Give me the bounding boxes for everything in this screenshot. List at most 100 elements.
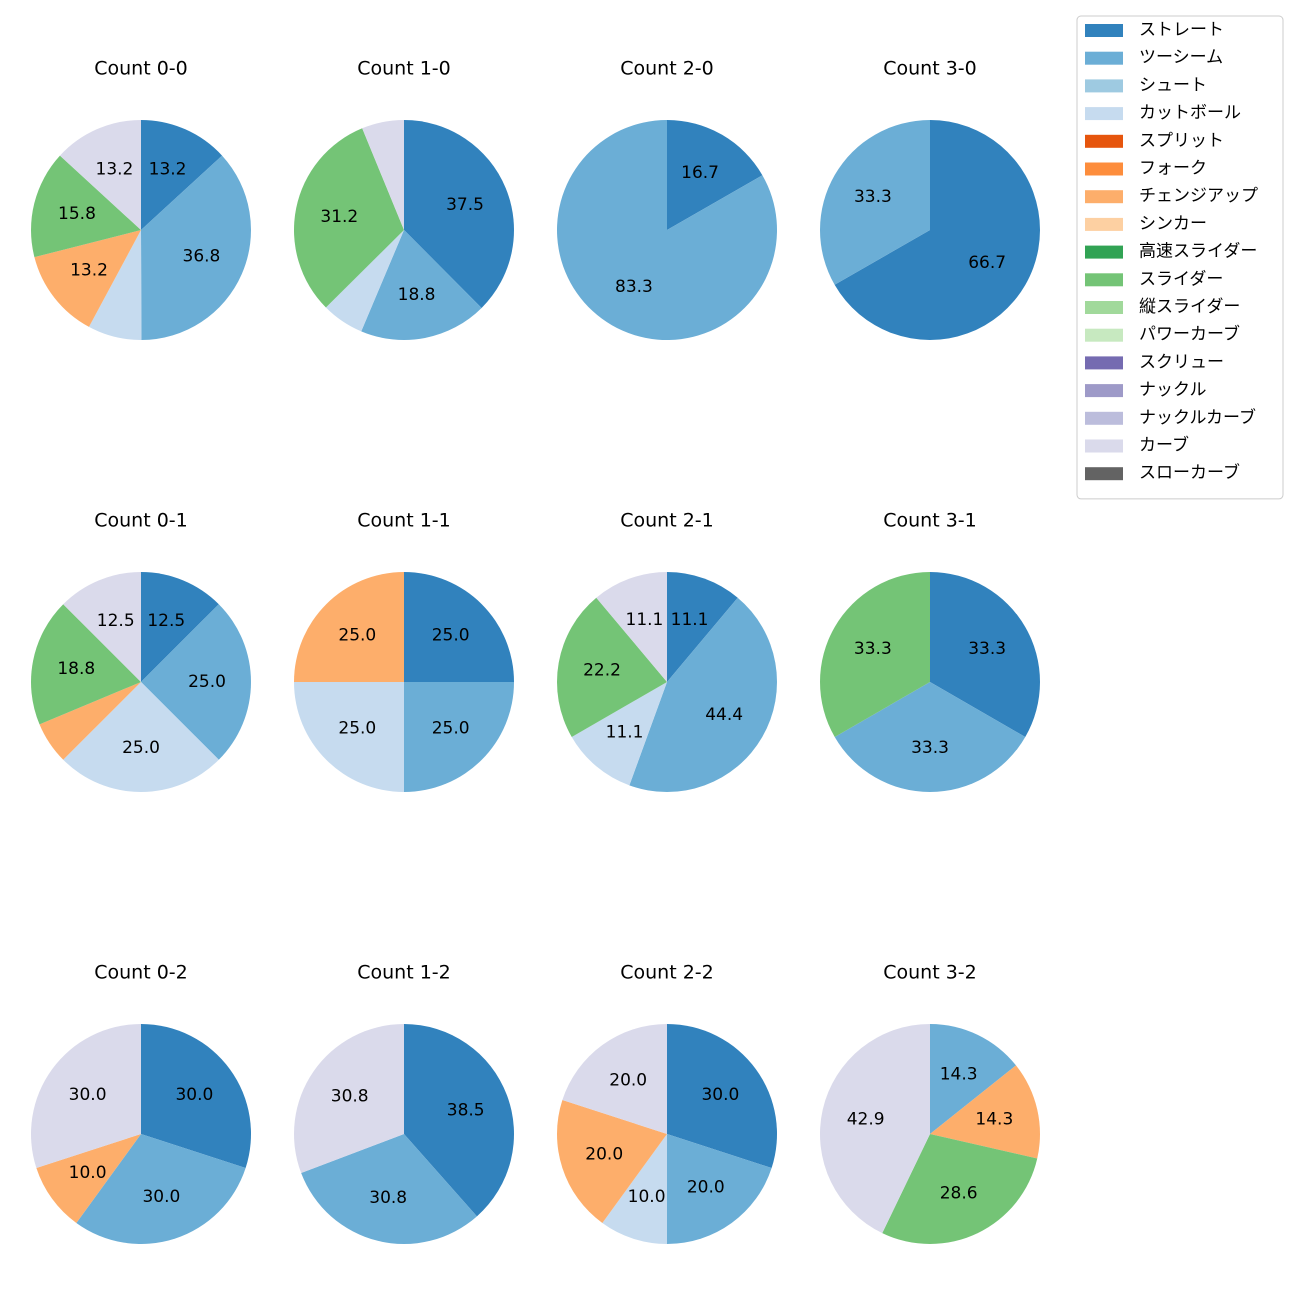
pie-count-2-0: Count 2-0 16.7 83.3 <box>557 58 778 340</box>
pie-slice <box>930 572 1040 737</box>
legend-item: スプリット <box>1085 131 1224 151</box>
legend-item: スライダー <box>1085 269 1223 289</box>
slice-label: 37.5 <box>446 195 484 215</box>
pie-slice <box>325 230 404 332</box>
slice-label: 25.0 <box>122 738 160 758</box>
pie-slice <box>141 1024 252 1168</box>
legend-label: ナックルカーブ <box>1139 407 1256 428</box>
pie-count-1-0: Count 1-0 37.5 18.8 31.2 <box>293 58 514 340</box>
pie-slice <box>882 1134 1038 1245</box>
slice-label: 38.5 <box>447 1101 485 1121</box>
pie-count-2-1: Count 2-1 11.1 44.4 11.1 22.2 11.1 <box>557 510 778 793</box>
legend-label: カーブ <box>1139 435 1189 456</box>
legend-label: スクリュー <box>1139 352 1224 372</box>
legend-swatch <box>1085 245 1123 259</box>
slice-label: 30.0 <box>175 1085 213 1105</box>
legend-label: シンカー <box>1139 214 1207 234</box>
legend-swatch <box>1085 217 1123 231</box>
slice-label: 33.3 <box>854 187 892 207</box>
pie-slice <box>834 120 1040 340</box>
slice-label: 10.0 <box>628 1187 666 1207</box>
slice-label: 25.0 <box>338 625 376 645</box>
slice-label: 30.8 <box>369 1188 407 1208</box>
slice-label: 20.0 <box>687 1177 725 1197</box>
slice-label: 30.0 <box>701 1085 739 1105</box>
pie-title: Count 3-2 <box>883 962 977 984</box>
pie-slice <box>294 572 404 682</box>
legend-item: スクリュー <box>1085 352 1224 372</box>
pie-count-1-1: Count 1-1 25.0 25.0 25.0 25.0 <box>294 510 514 792</box>
pie-slice <box>294 682 404 792</box>
slice-label: 66.7 <box>968 253 1006 273</box>
slice-label: 13.2 <box>96 160 134 180</box>
pie-slice <box>930 1024 1016 1134</box>
legend-item: 縦スライダー <box>1085 297 1240 317</box>
legend-swatch <box>1085 356 1123 370</box>
slice-label: 30.0 <box>142 1187 180 1207</box>
legend: ストレートツーシームシュートカットボールスプリットフォークチェンジアップシンカー… <box>1076 15 1284 500</box>
legend-swatch <box>1085 190 1123 204</box>
pie-title: Count 2-0 <box>620 58 714 80</box>
legend-item: シュート <box>1085 75 1207 95</box>
slice-label: 12.5 <box>97 611 135 631</box>
pie-slice <box>556 1100 667 1223</box>
legend-label: ストレート <box>1139 20 1224 40</box>
slice-label: 28.6 <box>940 1183 978 1203</box>
slice-label: 22.2 <box>583 661 621 681</box>
pie-slice <box>557 120 778 340</box>
legend-label: ナックル <box>1139 380 1207 400</box>
pie-slice <box>667 120 763 230</box>
legend-swatch <box>1085 384 1123 398</box>
pie-slice <box>562 1024 667 1134</box>
pie-slice <box>834 682 1026 792</box>
pie-title: Count 1-2 <box>357 962 451 984</box>
pie-slice <box>36 1134 141 1223</box>
pie-slice <box>294 1024 404 1174</box>
slice-label: 33.3 <box>911 738 949 758</box>
slice-label: 42.9 <box>847 1109 885 1129</box>
legend-label: チェンジアップ <box>1139 186 1258 206</box>
slice-label: 11.1 <box>671 610 709 630</box>
pie-slice <box>63 572 141 682</box>
pie-slice <box>404 120 514 308</box>
legend-swatch <box>1085 107 1123 121</box>
pie-slice <box>557 597 667 737</box>
legend-item: シンカー <box>1085 214 1207 234</box>
pie-slice <box>34 230 141 327</box>
pie-slice <box>667 572 738 682</box>
pie-slice <box>819 120 930 285</box>
slice-label: 25.0 <box>338 719 376 739</box>
slice-label: 15.8 <box>58 204 96 224</box>
pie-title: Count 3-0 <box>883 58 977 80</box>
legend-label: スライダー <box>1139 269 1223 289</box>
pie-slice <box>404 572 514 682</box>
pie-slice <box>31 604 142 725</box>
slice-label: 33.3 <box>968 639 1006 659</box>
slice-label: 36.8 <box>183 246 221 266</box>
slice-label: 31.2 <box>320 207 358 227</box>
pie-count-1-2: Count 1-2 38.5 30.8 30.8 <box>294 962 515 1245</box>
legend-label: スローカーブ <box>1139 462 1240 483</box>
legend-label: 高速スライダー <box>1139 242 1257 262</box>
pie-count-3-1: Count 3-1 33.3 33.3 33.3 <box>820 510 1040 792</box>
pie-count-0-0: Count 0-0 13.2 36.8 13.2 15.8 13.2 <box>31 58 251 341</box>
slice-label: 33.3 <box>854 639 892 659</box>
slice-label: 25.0 <box>432 625 470 645</box>
legend-swatch <box>1085 24 1123 37</box>
slice-label: 13.2 <box>70 261 108 281</box>
slice-label: 30.0 <box>69 1085 107 1105</box>
legend-item: スローカーブ <box>1085 462 1240 483</box>
pie-slice <box>88 230 142 341</box>
legend-item: カーブ <box>1085 435 1189 456</box>
pie-slice <box>76 1134 246 1245</box>
slice-label: 25.0 <box>188 672 226 692</box>
slice-label: 20.0 <box>609 1071 647 1091</box>
slice-label: 30.8 <box>331 1087 369 1107</box>
legend-label: パワーカーブ <box>1139 324 1240 345</box>
pie-slice <box>31 155 141 258</box>
pie-slice <box>667 1134 772 1244</box>
legend-swatch <box>1085 411 1123 425</box>
pie-slice <box>629 597 778 793</box>
slice-label: 20.0 <box>585 1144 623 1164</box>
legend-label: スプリット <box>1139 131 1224 151</box>
